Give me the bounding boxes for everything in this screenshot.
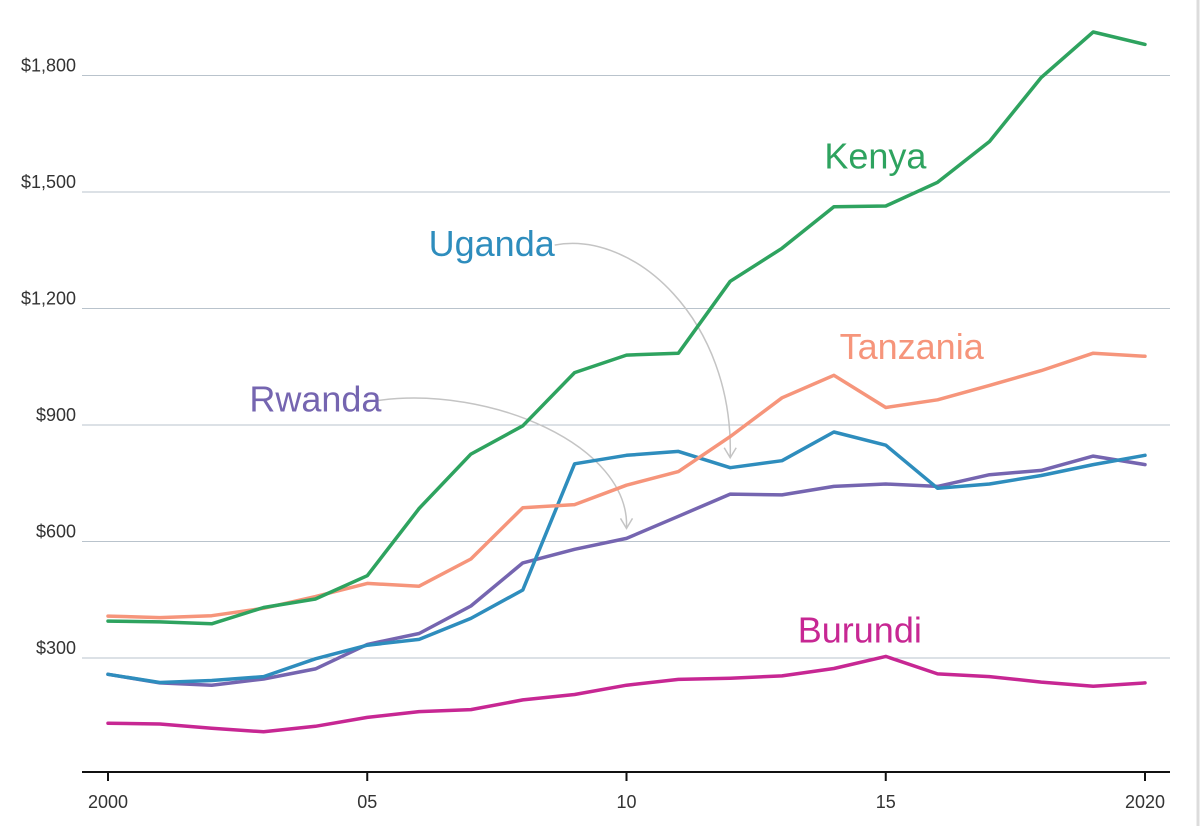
series-line-kenya [106,30,1147,626]
x-axis: 2000 05 10 15 2020 [82,771,1170,812]
x-tick-label: 2020 [1125,792,1165,812]
series-label-kenya: Kenya [824,136,927,177]
series-label-uganda: Uganda [429,223,556,264]
series-labels: Kenya Tanzania Uganda Rwanda Burundi [249,136,984,651]
y-tick-label: $600 [36,522,76,542]
y-tick-label: $900 [36,405,76,425]
series-line-burundi [106,654,1147,734]
x-tick-label: 05 [357,792,377,812]
series-label-burundi: Burundi [798,609,922,650]
y-tick-labels: $300 $600 $900 $1,200 $1,500 $1,800 [21,56,76,659]
y-tick-label: $300 [36,638,76,658]
series-label-tanzania: Tanzania [840,326,985,367]
y-tick-label: $1,200 [21,289,76,309]
y-tick-label: $1,500 [21,172,76,192]
x-tick-label: 2000 [88,792,128,812]
y-tick-label: $1,800 [21,56,76,76]
series-line-uganda [106,430,1147,685]
series-label-rwanda: Rwanda [249,378,382,419]
annotation-pointers [378,242,737,530]
gridlines [82,75,1170,659]
pointer-arrow-rwanda [378,397,628,529]
pointer-arrowhead-rwanda [619,518,634,530]
series-lines [106,30,1147,734]
x-tick-label: 10 [616,792,636,812]
series-line-rwanda [106,454,1147,687]
pointer-arrow-uganda [554,242,731,458]
x-tick-label: 15 [876,792,896,812]
pointer-arrowhead-uganda [723,447,737,460]
